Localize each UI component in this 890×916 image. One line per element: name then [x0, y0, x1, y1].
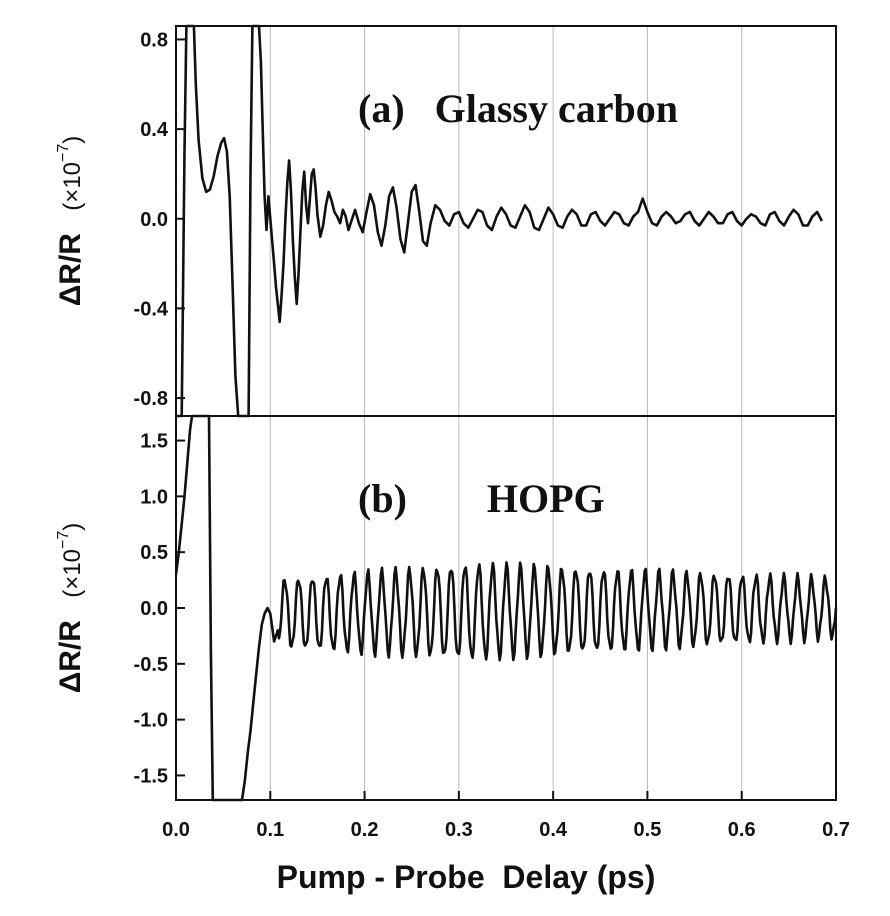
x-tick-label: 0.1 — [256, 819, 284, 841]
panel-b-y-tick-label: 0.0 — [140, 598, 168, 620]
x-tick-label: 0.5 — [634, 819, 662, 841]
panel-b-hopg: 1.5 1.0 0.5 0.0 -0.5 -1.0 -1.5 (b) HOPG ΔR/R (… — [54, 414, 838, 802]
x-axis-title: Pump - Probe Delay (ps) — [277, 859, 656, 895]
x-tick-label: 0.3 — [445, 819, 473, 841]
panel-b-y-tick-label: 1.0 — [140, 486, 168, 508]
panel-a-y-axis-unit: (×10 — [59, 162, 86, 211]
x-axis-ticks: 0.0 0.1 0.2 0.3 0.4 0.5 0.6 0.7 — [162, 791, 850, 841]
panel-b-y-tick-label: -0.5 — [134, 654, 168, 676]
panel-a-grid — [269, 26, 743, 416]
x-tick-label: 0.7 — [822, 819, 850, 841]
panel-a-glassy-carbon: -0.8 -0.4 0.0 0.4 0.8 (a) Glassy carbon ΔR/R… — [54, 24, 837, 418]
panel-a-y-axis-exponent: −7 — [55, 144, 72, 162]
panel-b-y-tick-label: 0.5 — [140, 542, 168, 564]
x-tick-label: 0.4 — [539, 819, 568, 841]
panel-b-y-axis-title: ΔR/R (×10−7) — [54, 523, 87, 694]
x-tick-label: 0.6 — [728, 819, 756, 841]
panel-a-y-tick-label: 0.8 — [140, 29, 168, 51]
panel-a-y-tick-label: -0.8 — [134, 388, 168, 410]
panel-a-y-axis-quantity: ΔR/R — [54, 233, 87, 307]
panel-b-y-tick-label: 1.5 — [140, 431, 168, 453]
panel-a-y-axis-title: ΔR/R (×10−7) — [54, 136, 87, 307]
panel-a-trace-line — [176, 24, 824, 418]
panel-b-trace-line — [174, 414, 838, 802]
panel-a-y-axis-close: ) — [59, 136, 86, 144]
panel-b-y-axis-close: ) — [59, 523, 86, 531]
panel-a-y-ticks: -0.8 -0.4 0.0 0.4 0.8 — [134, 29, 185, 410]
x-tick-label: 0.2 — [351, 819, 379, 841]
panel-b-y-axis-quantity: ΔR/R — [54, 620, 87, 694]
panel-b-y-ticks: 1.5 1.0 0.5 0.0 -0.5 -1.0 -1.5 — [134, 431, 185, 787]
panel-b-y-tick-label: -1.0 — [134, 710, 168, 732]
panel-b-grid — [269, 416, 743, 800]
panel-b-y-axis-unit: (×10 — [59, 549, 86, 598]
panel-a-y-tick-label: 0.4 — [140, 119, 169, 141]
panel-a-label: (a) Glassy carbon — [358, 86, 678, 131]
panel-b-frame — [175, 415, 837, 801]
panel-b-y-tick-label: -1.5 — [134, 765, 168, 787]
panel-b-y-axis-exponent: −7 — [55, 531, 72, 549]
panel-b-label: (b) HOPG — [358, 476, 605, 521]
x-tick-label: 0.0 — [162, 819, 190, 841]
panel-a-y-tick-label: 0.0 — [140, 209, 168, 231]
panel-a-y-tick-label: -0.4 — [134, 298, 169, 320]
